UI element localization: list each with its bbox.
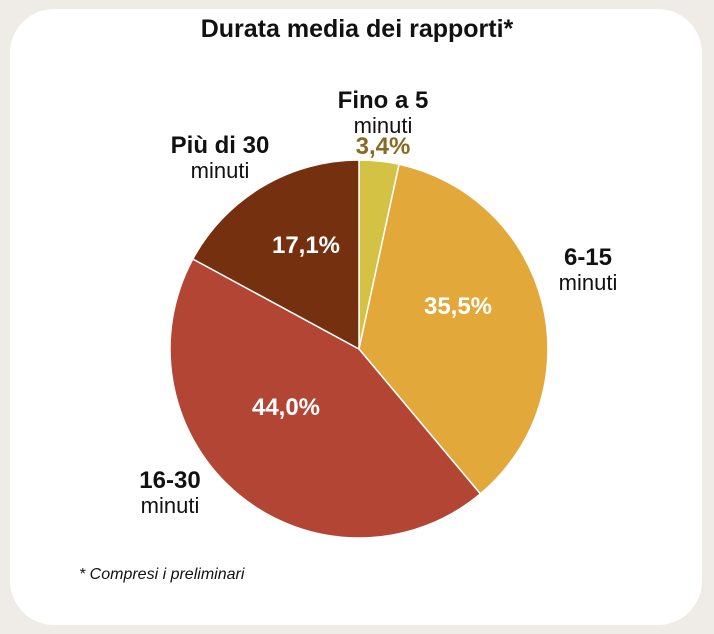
slice-label-16-30: 16-30 minuti — [120, 467, 220, 519]
pie-slice-3 — [191, 159, 360, 351]
slice-value-6-15: 35,5% — [423, 293, 493, 320]
slice-value-fino-a-5: 3,4% — [355, 133, 411, 160]
slice-label-title: Più di 30 — [170, 132, 270, 159]
pie-slice-1 — [358, 163, 549, 495]
slice-label-title: Fino a 5 — [337, 87, 429, 114]
slice-label-piu-di-30: Più di 30 minuti — [150, 132, 290, 184]
slice-label-unit: minuti — [140, 493, 200, 519]
pie-slice-2 — [169, 257, 482, 539]
footnote: * Compresi i preliminari — [79, 566, 245, 583]
slice-label-unit: minuti — [558, 270, 618, 296]
slice-label-unit: minuti — [190, 158, 250, 184]
slice-label-title: 6-15 — [563, 244, 613, 271]
slice-label-title: 16-30 — [139, 467, 201, 494]
slice-label-fino-a-5: Fino a 5 minuti — [318, 87, 448, 139]
slice-value-16-30: 44,0% — [251, 394, 321, 421]
slice-value-piu-di-30: 17,1% — [271, 232, 341, 259]
chart-title: Durata media dei rapporti* — [200, 15, 514, 43]
slice-label-unit: minuti — [353, 113, 413, 139]
slice-label-6-15: 6-15 minuti — [538, 244, 638, 296]
